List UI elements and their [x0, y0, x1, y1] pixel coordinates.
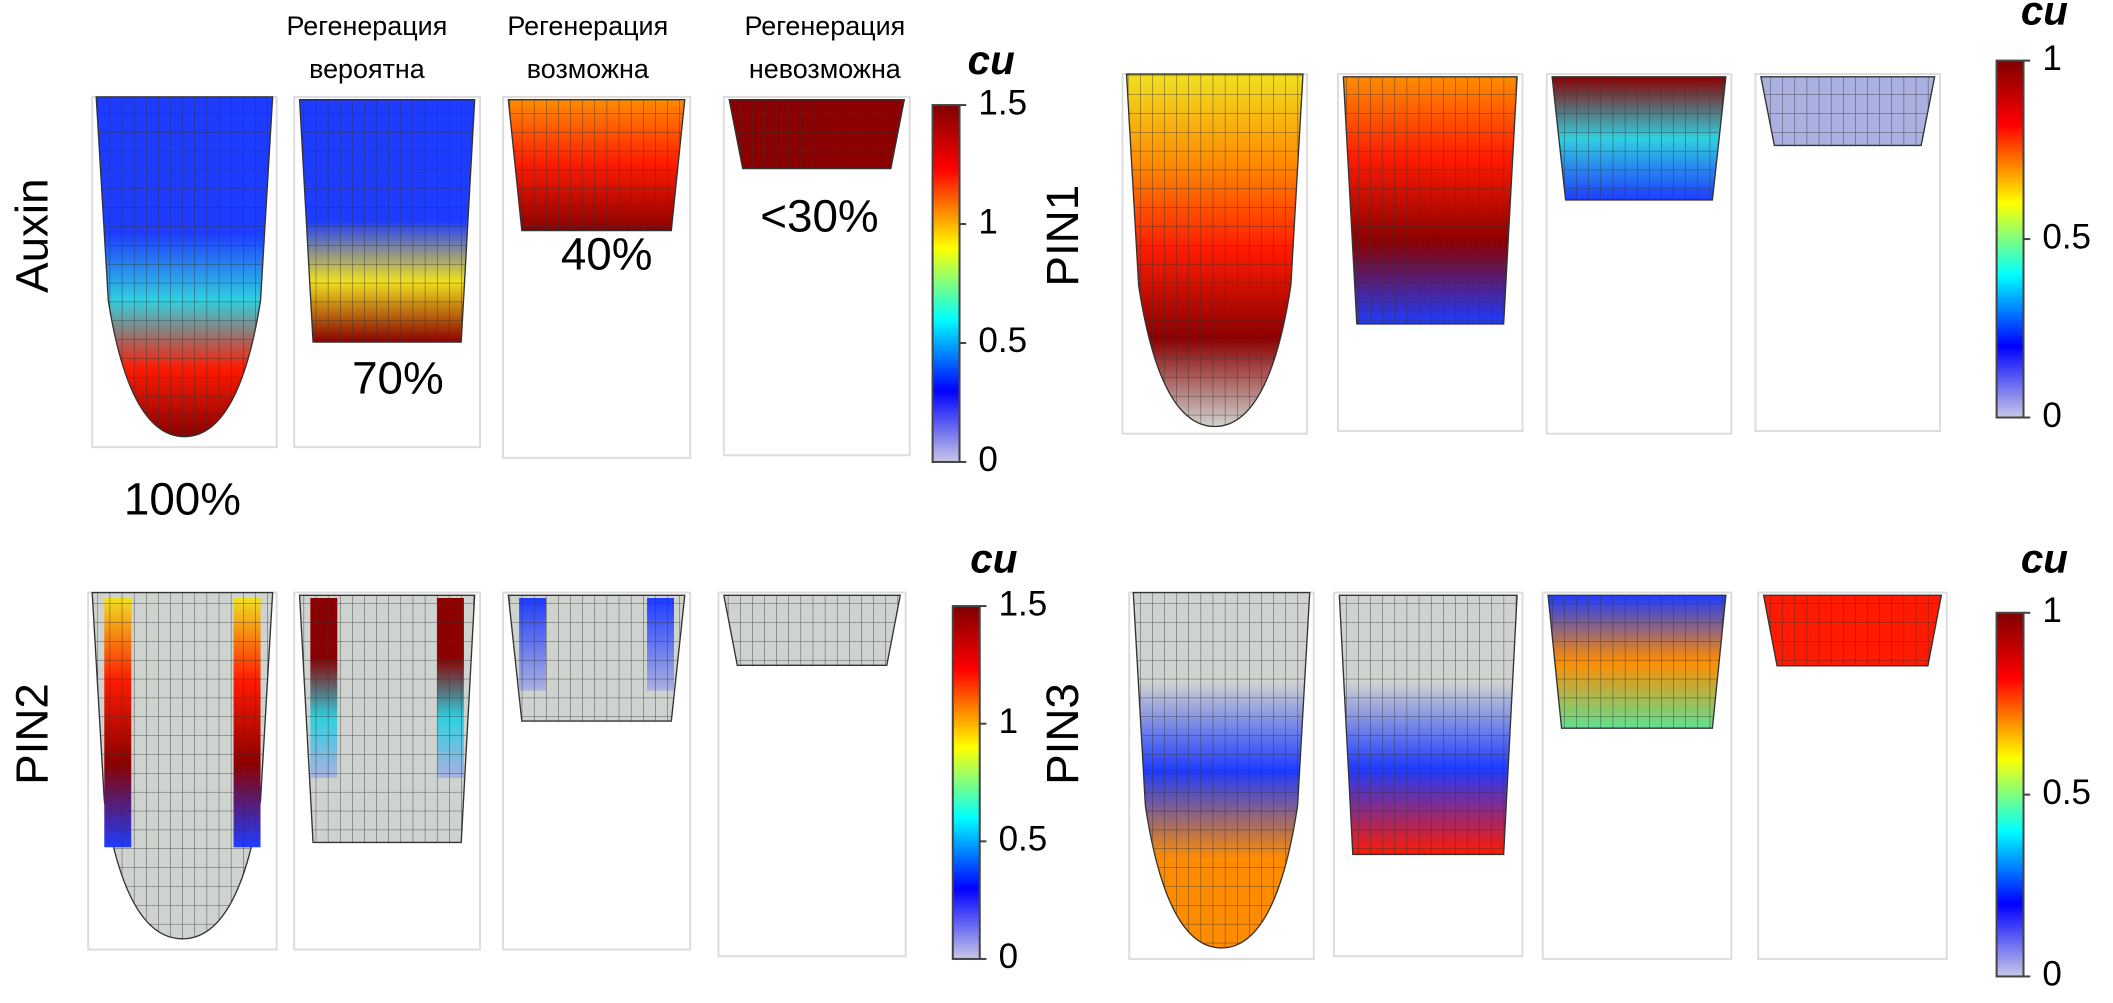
- frame: [1541, 591, 1733, 960]
- colorbar: [1995, 59, 2025, 419]
- colorbar-tick-label: 0.5: [2042, 773, 2091, 812]
- colorbar-tick-label: 0.5: [999, 820, 1048, 859]
- frame: [1545, 73, 1733, 435]
- colorbar-tick-label: 0.5: [2042, 217, 2091, 256]
- percentage-label: 40%: [561, 228, 653, 279]
- colorbar-tick-label: 0: [2042, 955, 2061, 994]
- frame: [293, 591, 482, 951]
- root-cells: [508, 99, 685, 231]
- column-header: Регенерация: [744, 11, 905, 41]
- colorbar-unit: cu: [2021, 0, 2068, 33]
- frame: [717, 591, 907, 958]
- colorbar-tick-label: 0: [2042, 396, 2061, 435]
- frame: [1336, 73, 1524, 432]
- frame: [293, 95, 482, 449]
- root-cells: [723, 595, 901, 666]
- colorbar-tick-label: 1: [2042, 591, 2061, 630]
- root-cells: [508, 595, 685, 722]
- colorbar: [1995, 611, 2025, 978]
- colorbar: [931, 104, 961, 463]
- colorbar-tick-label: 1: [999, 702, 1018, 741]
- panel-label: PIN3: [1037, 683, 1088, 785]
- root-cells: [1552, 76, 1726, 200]
- percentage-label: 70%: [352, 352, 444, 403]
- root-cells: [1133, 592, 1310, 948]
- frame: [501, 95, 692, 459]
- column-header: Регенерация: [507, 11, 668, 41]
- frame: [722, 95, 911, 457]
- root-cells: [299, 99, 475, 343]
- root-cells: [1339, 595, 1518, 855]
- frame: [1332, 591, 1524, 958]
- column-header: вероятна: [309, 54, 425, 84]
- frame: [1757, 591, 1948, 960]
- root-cells: [1760, 76, 1935, 146]
- root-cells: [92, 592, 273, 939]
- frame: [1754, 73, 1942, 432]
- root-cells: [1343, 76, 1518, 324]
- colorbar-tick-label: 0.5: [978, 321, 1027, 360]
- root-cells: [1763, 595, 1942, 666]
- colorbar-tick-label: 0: [999, 937, 1018, 976]
- colorbar-tick-label: 1: [978, 202, 997, 241]
- root-cells: [299, 595, 475, 843]
- panel-label: PIN2: [7, 683, 58, 785]
- column-header: возможна: [527, 54, 649, 84]
- colorbar-tick-label: 1: [2042, 39, 2061, 78]
- panel-label: Auxin: [7, 178, 58, 293]
- root-cells: [729, 99, 905, 169]
- colorbar-tick-label: 1.5: [978, 83, 1027, 122]
- root-cells: [1126, 74, 1303, 427]
- column-header: невозможна: [749, 54, 901, 84]
- percentage-label: 100%: [124, 473, 241, 524]
- colorbar-unit: cu: [2021, 535, 2068, 581]
- colorbar-unit: cu: [970, 535, 1017, 581]
- root-cells: [1548, 595, 1726, 729]
- frame: [501, 591, 692, 951]
- colorbar-tick-label: 0: [978, 440, 997, 479]
- root-cells: [96, 96, 273, 437]
- percentage-label: <30%: [760, 191, 878, 242]
- panel-label: PIN1: [1037, 185, 1088, 287]
- colorbar-unit: cu: [968, 37, 1015, 83]
- column-header: Регенерация: [287, 11, 448, 41]
- colorbar-tick-label: 1.5: [999, 584, 1048, 623]
- colorbar: [951, 605, 981, 960]
